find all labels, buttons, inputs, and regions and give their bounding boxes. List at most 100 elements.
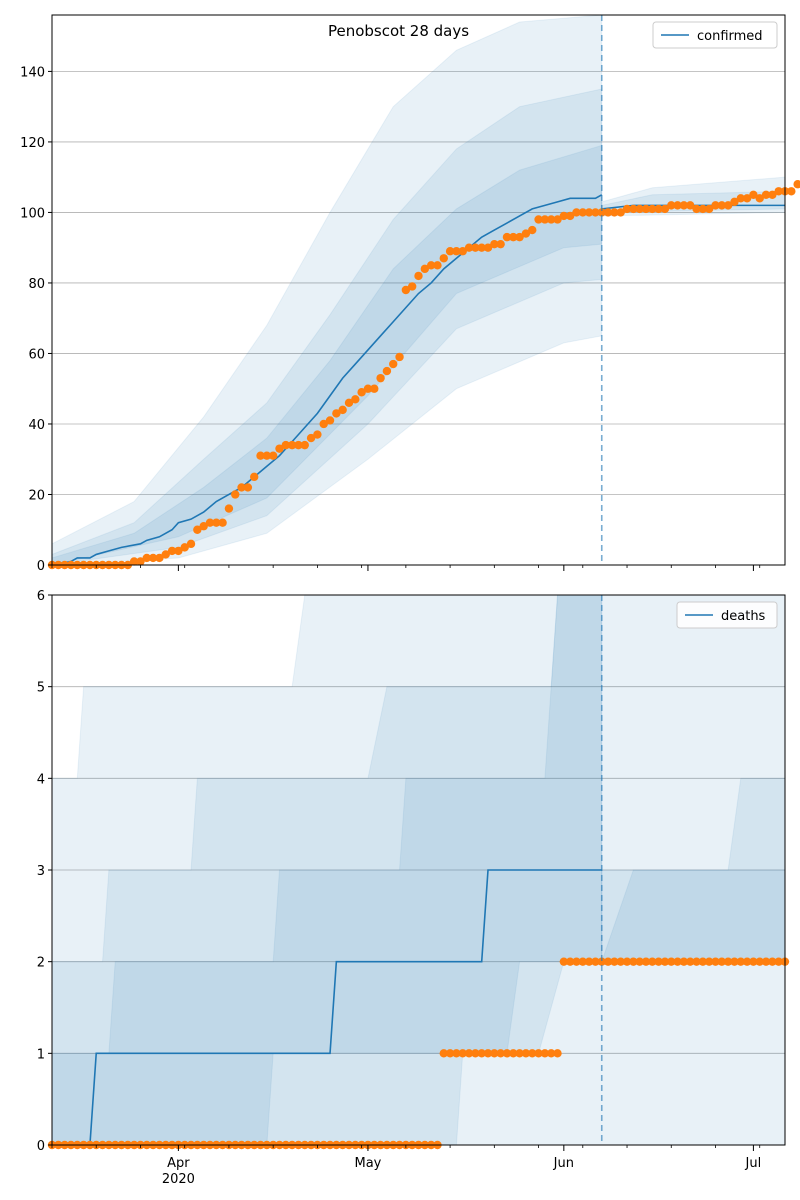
observed-point: [610, 957, 619, 966]
observed-point: [546, 215, 556, 224]
observed-point: [167, 546, 177, 556]
observed-point: [641, 204, 651, 214]
x-tick-label: May: [355, 1156, 382, 1171]
observed-point: [212, 518, 221, 527]
deaths-panel: 0 1 2 3 4 5 6 Apr May Jun Jul 2020 deaths: [37, 589, 790, 1187]
observed-point: [129, 557, 139, 566]
observed-point: [736, 194, 745, 203]
uncertainty-band: [52, 595, 603, 1145]
observed-point: [332, 409, 341, 418]
observed-point: [287, 440, 297, 450]
observed-point: [477, 243, 486, 252]
observed-point: [275, 444, 284, 453]
observed-point: [679, 201, 689, 210]
observed-point: [483, 243, 493, 252]
observed-point: [591, 208, 600, 217]
y-tick-label: 5: [37, 681, 45, 696]
uncertainty-band: [52, 595, 603, 1145]
observed-point: [250, 472, 259, 482]
observed-point: [445, 1049, 455, 1058]
observed-point: [338, 405, 347, 415]
observed-point: [648, 204, 657, 214]
observed-point: [742, 957, 752, 966]
observed-point: [142, 553, 151, 563]
observed-point: [521, 1049, 531, 1058]
series-line-confirmed: [52, 194, 603, 565]
observed-point: [686, 201, 695, 210]
observed-point: [667, 201, 676, 210]
observed-point: [256, 451, 265, 460]
observed-point: [597, 208, 606, 217]
observed-point: [622, 957, 632, 966]
observed-point: [155, 553, 164, 563]
observed-point: [509, 232, 518, 242]
observed-point: [426, 261, 436, 270]
uncertainty-band: [52, 15, 603, 565]
y-tick-label: 3: [37, 864, 45, 879]
observed-point: [534, 215, 543, 224]
observed-point: [755, 194, 764, 203]
observed-point: [458, 1049, 467, 1058]
observed-point: [660, 204, 670, 214]
observed-point: [591, 957, 600, 966]
observed-point: [641, 957, 651, 966]
observed-point: [148, 553, 158, 563]
legend-box: [676, 601, 778, 629]
observed-point: [528, 225, 537, 235]
observed-point: [723, 201, 733, 210]
observed-point: [351, 395, 360, 404]
observed-point: [572, 208, 581, 217]
observed-point: [559, 211, 569, 221]
observed-point: [761, 957, 771, 966]
observed-point: [755, 957, 764, 966]
observed-point: [635, 957, 644, 966]
y-tick-label: 20: [28, 488, 45, 503]
observed-point: [553, 1049, 562, 1058]
observed-point: [452, 247, 461, 256]
x-tick-label: Apr: [167, 1156, 190, 1171]
y-tick-label: 140: [20, 65, 45, 80]
observed-point: [698, 204, 708, 214]
legend-box: [652, 21, 778, 49]
observed-point: [433, 261, 442, 270]
observed-point: [528, 1049, 537, 1058]
observed-point: [306, 433, 316, 443]
observed-point: [193, 525, 202, 534]
observed-point: [673, 201, 682, 210]
observed-point: [515, 1049, 524, 1058]
observed-point: [749, 190, 758, 200]
observed-point: [540, 1049, 550, 1058]
observed-point: [521, 229, 531, 238]
observed-point: [610, 208, 619, 217]
observed-point: [281, 440, 291, 450]
observed-point: [749, 957, 758, 966]
observed-point: [439, 254, 448, 263]
observed-point: [452, 1049, 461, 1058]
observed-point: [509, 1049, 518, 1058]
observed-point: [635, 204, 644, 214]
observed-point: [174, 546, 183, 556]
observed-point: [546, 1049, 556, 1058]
observed-point: [711, 957, 720, 966]
observed-point: [654, 204, 663, 214]
observed-point: [344, 398, 354, 408]
chart-title: Penobscot 28 days: [328, 22, 469, 40]
observed-point: [654, 957, 663, 966]
observed-point: [401, 285, 411, 295]
observed-point: [540, 215, 550, 224]
observed-point: [565, 211, 575, 221]
observed-point: [667, 957, 676, 966]
y-tick-label: 0: [37, 559, 45, 574]
observed-point: [389, 359, 398, 369]
observed-point: [723, 957, 733, 966]
legend-label: confirmed: [697, 29, 763, 44]
observed-point: [584, 208, 594, 217]
observed-point: [186, 539, 196, 549]
observed-point: [793, 180, 800, 189]
observed-point: [180, 543, 189, 552]
legend-label: deaths: [721, 609, 766, 624]
observed-point: [439, 1049, 448, 1058]
observed-point: [603, 957, 613, 966]
observed-point: [774, 187, 783, 196]
observed-point: [325, 416, 335, 425]
